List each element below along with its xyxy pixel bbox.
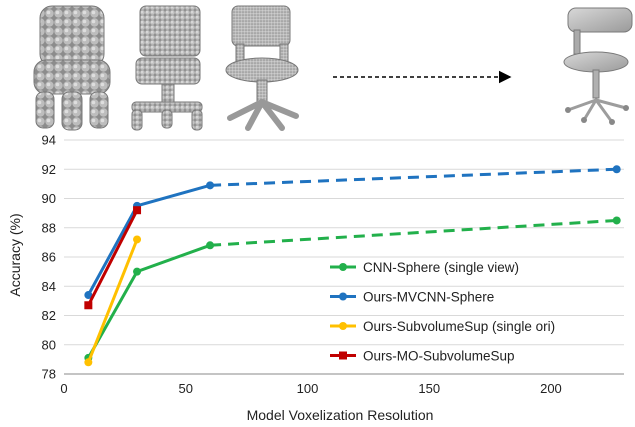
x-tick-label: 0: [60, 381, 67, 396]
legend-label: CNN-Sphere (single view): [363, 260, 519, 275]
x-tick-label: 150: [418, 381, 440, 396]
data-point: [612, 165, 621, 174]
data-point: [84, 291, 93, 300]
y-tick-label: 88: [42, 220, 56, 235]
legend-item: Ours-SubvolumeSup (single ori): [330, 319, 555, 334]
data-point: [84, 301, 93, 310]
voxel-chair-fine: [225, 5, 299, 131]
series-line: [87, 209, 139, 306]
series-1: [84, 216, 621, 362]
series-line: [86, 238, 139, 363]
legend-swatch-marker: [339, 322, 347, 330]
legend-swatch-marker: [339, 263, 347, 271]
series-layer: [84, 165, 621, 367]
legend-swatch-marker: [339, 351, 347, 360]
gridlines: [64, 139, 624, 346]
legend: CNN-Sphere (single view) Ours-MVCNN-Spher…: [330, 260, 555, 364]
legend-label: Ours-MO-SubvolumeSup: [363, 349, 515, 364]
legend-swatch-marker: [339, 292, 347, 301]
x-tick-label: 100: [297, 381, 319, 396]
y-tick-label: 80: [42, 337, 56, 352]
data-point: [84, 358, 93, 367]
series-3: [84, 235, 142, 367]
series-line: [87, 183, 211, 296]
voxel-chair-medium: [131, 5, 203, 131]
x-tick-labels: 0 50 100 150 200: [60, 381, 561, 396]
y-axis-label: Accuracy (%): [7, 213, 23, 296]
y-tick-labels: 78 80 82 84 86 88 90 92 94: [42, 133, 56, 382]
legend-label: Ours-SubvolumeSup (single ori): [363, 319, 555, 334]
y-tick-label: 78: [42, 367, 56, 382]
mesh-chair: [563, 7, 633, 125]
x-tick-label: 200: [540, 381, 562, 396]
data-point: [133, 235, 142, 244]
legend-item: Ours-MO-SubvolumeSup: [330, 349, 515, 364]
series-2: [84, 165, 621, 300]
series-dashed-line: [209, 218, 617, 247]
legend-item: CNN-Sphere (single view): [330, 260, 519, 275]
data-point: [206, 181, 215, 190]
legend-label: Ours-MVCNN-Sphere: [363, 290, 494, 305]
y-tick-label: 86: [42, 250, 56, 265]
y-tick-label: 90: [42, 191, 56, 206]
data-point: [133, 267, 142, 276]
series-dashed-line: [210, 167, 617, 187]
data-point: [133, 206, 142, 215]
legend-item: Ours-MVCNN-Sphere: [330, 290, 494, 305]
data-point: [206, 241, 215, 250]
x-tick-label: 50: [179, 381, 193, 396]
y-tick-label: 84: [42, 279, 56, 294]
data-point: [612, 216, 621, 225]
series-4: [84, 206, 142, 310]
voxel-chair-coarse: [33, 5, 111, 131]
y-tick-label: 82: [42, 308, 56, 323]
x-axis-label: Model Voxelization Resolution: [247, 407, 434, 423]
y-tick-label: 94: [42, 133, 56, 148]
y-tick-label: 92: [42, 162, 56, 177]
